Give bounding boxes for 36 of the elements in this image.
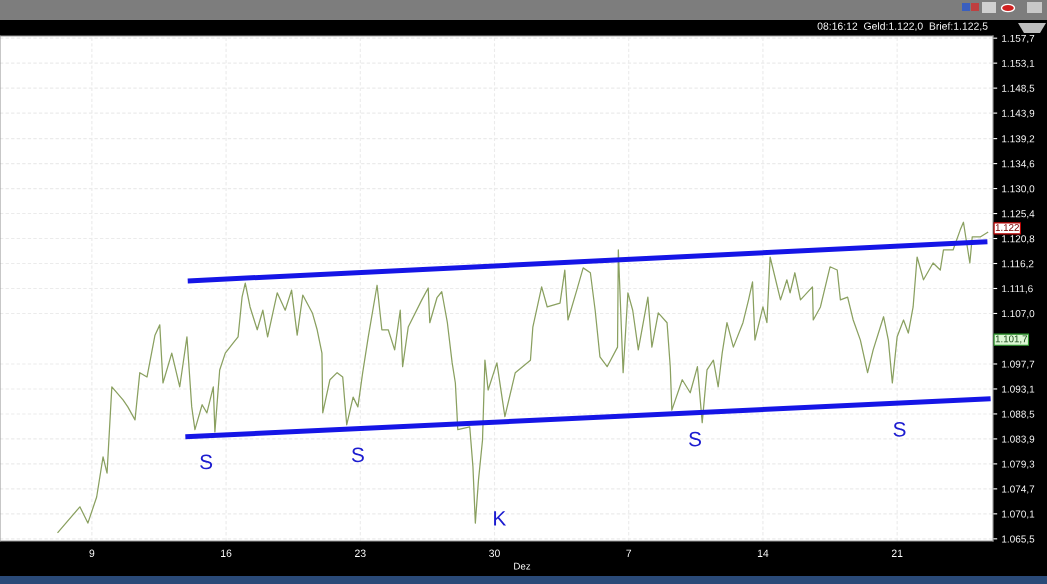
annotation: S: [689, 431, 702, 447]
x-tick-label: 9: [89, 549, 95, 557]
y-tick-label: 1.116,2: [1002, 260, 1034, 269]
y-tick-label: 1.153,1: [1002, 59, 1035, 69]
y-tick-label: 1.143,9: [1002, 109, 1035, 119]
annotation: S: [893, 421, 906, 437]
y-tick-label: 1.134,6: [1002, 160, 1035, 169]
y-tick-label: 1.083,9: [1002, 435, 1035, 444]
x-tick-label: 21: [891, 549, 903, 557]
y-tick-label: 1.107,0: [1002, 310, 1035, 319]
y-tick-label: 1.097,7: [1002, 360, 1035, 369]
y-tick-label: 1.120,8: [1002, 235, 1035, 244]
y-tick-label: 1.074,7: [1002, 485, 1035, 494]
y-tick-label: 1.111,6: [1002, 285, 1033, 294]
y-tick-label: 1.065,5: [1002, 535, 1035, 544]
y-tick-label: 1.125,4: [1002, 210, 1035, 219]
y2-tick-label: 1.122: [995, 224, 1019, 231]
y-tick-label: 1.088,5: [1002, 410, 1035, 419]
x-tick-label: 16: [221, 549, 232, 557]
x-tick-label: 23: [355, 549, 366, 557]
y-tick-label: 1.148,5: [1002, 84, 1035, 94]
x-axis-title: Dez: [514, 562, 531, 570]
y-tick-label: 1.070,1: [1002, 510, 1035, 519]
annotation: S: [351, 447, 364, 463]
y-tick-label: 1.139,2: [1002, 135, 1035, 144]
y-tick-label: 1.130,0: [1002, 185, 1035, 194]
y-tick-label: 1.157,7: [1002, 34, 1035, 44]
y2-tick-label: 1.101,7: [995, 335, 1028, 344]
x-tick-label: 30: [489, 549, 500, 557]
y-tick-label: 1.093,1: [1002, 385, 1035, 394]
chart-subtitle: 08:16:12 Geld:1.122,0 Brief:1.122,5: [817, 22, 988, 32]
x-tick-label: 14: [757, 549, 769, 557]
x-tick-label: 7: [626, 549, 632, 557]
annotation: K: [494, 511, 507, 526]
y-tick-label: 1.079,3: [1002, 460, 1035, 469]
annotation: S: [200, 454, 213, 470]
